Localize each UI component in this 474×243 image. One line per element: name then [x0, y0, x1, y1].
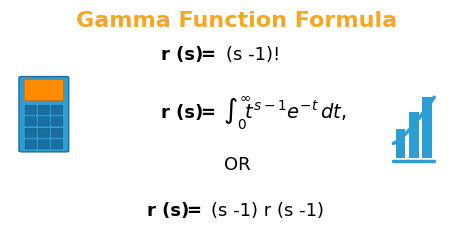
FancyBboxPatch shape — [38, 140, 49, 149]
Bar — [409, 112, 419, 158]
FancyBboxPatch shape — [38, 117, 49, 126]
FancyBboxPatch shape — [51, 140, 63, 149]
Text: $\int_0^{\infty}\!\! t^{s-1} e^{-t}\, dt,$: $\int_0^{\infty}\!\! t^{s-1} e^{-t}\, dt… — [223, 95, 346, 131]
Bar — [422, 97, 432, 158]
Text: (s -1)!: (s -1)! — [227, 46, 281, 64]
Text: (s -1) r (s -1): (s -1) r (s -1) — [211, 202, 324, 220]
Text: OR: OR — [224, 156, 250, 174]
FancyBboxPatch shape — [38, 128, 49, 138]
Text: Gamma Function Formula: Gamma Function Formula — [76, 11, 398, 31]
Text: =: = — [186, 202, 201, 220]
FancyBboxPatch shape — [25, 117, 36, 126]
Text: r (s): r (s) — [161, 46, 204, 64]
FancyBboxPatch shape — [25, 140, 36, 149]
Text: =: = — [200, 104, 215, 122]
Bar — [396, 129, 405, 158]
Text: r (s): r (s) — [147, 202, 190, 220]
FancyBboxPatch shape — [24, 79, 64, 101]
FancyBboxPatch shape — [51, 128, 63, 138]
FancyBboxPatch shape — [19, 77, 69, 152]
FancyBboxPatch shape — [38, 105, 49, 114]
Text: r (s): r (s) — [161, 104, 204, 122]
FancyBboxPatch shape — [51, 117, 63, 126]
FancyBboxPatch shape — [25, 128, 36, 138]
FancyBboxPatch shape — [51, 105, 63, 114]
Text: =: = — [200, 46, 215, 64]
FancyBboxPatch shape — [25, 105, 36, 114]
